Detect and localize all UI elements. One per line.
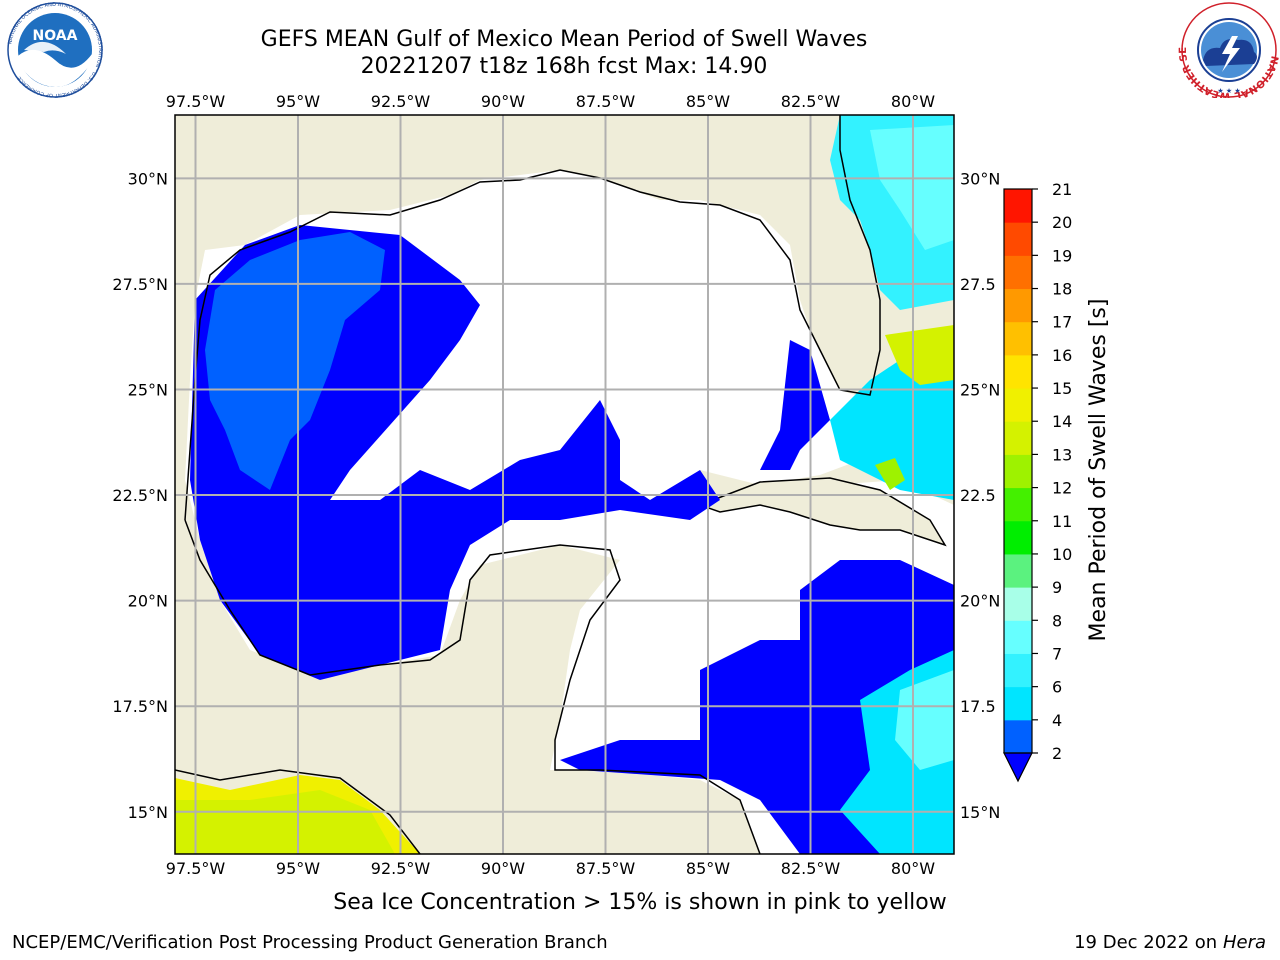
lon-tick-label: 80°W: [891, 92, 935, 111]
colorbar-segment: [1004, 321, 1032, 356]
colorbar-tick-label: 2: [1052, 744, 1062, 763]
colorbar-tick-label: 12: [1052, 479, 1072, 498]
swell-field-pacific-green: [175, 790, 395, 854]
footer-host: Hera: [1222, 932, 1266, 953]
colorbar-tick-label: 13: [1052, 445, 1072, 464]
footer-credit: NCEP/EMC/Verification Post Processing Pr…: [12, 932, 608, 953]
colorbar-tick-label: 4: [1052, 711, 1062, 730]
lat-ticks-left: 30°N 27.5°N 25°N 22.5°N 20°N 17.5°N 15°N: [112, 169, 168, 821]
colorbar-segment: [1004, 454, 1032, 489]
lon-tick-label: 95°W: [276, 859, 320, 878]
lon-tick-label: 85°W: [686, 859, 730, 878]
swell-field-yellow-strait: [885, 325, 954, 385]
lon-tick-label: 87.5°W: [576, 92, 636, 111]
colorbar-segment: [1004, 388, 1032, 422]
colorbar-tick-label: 16: [1052, 346, 1072, 365]
lat-tick-label: 30°N: [128, 169, 168, 188]
colorbar-tick-label: 9: [1052, 578, 1062, 597]
lat-tick-label: 17.5°N: [112, 697, 168, 716]
coastline-mexico: [184, 519, 761, 854]
swell-field-green-patch: [875, 458, 905, 490]
colorbar-segment: [1004, 553, 1032, 588]
colorbar-tick-label: 19: [1052, 246, 1072, 265]
nws-logo: NATIONAL WEATHER SERVICE ★ ★ ★: [1178, 2, 1280, 98]
colorbar-segment: [1004, 686, 1032, 721]
colorbar-tick-label: 11: [1052, 512, 1072, 531]
gridlines: [175, 115, 954, 854]
colorbar-tick-label: 18: [1052, 280, 1072, 299]
lon-tick-label: 90°W: [481, 92, 525, 111]
colorbar-segment: [1004, 653, 1032, 688]
swell-field-keys: [830, 360, 954, 500]
colorbar-segment: [1004, 288, 1032, 323]
lat-tick-label: 17.5: [960, 697, 996, 716]
colorbar-tick-label: 15: [1052, 379, 1072, 398]
swell-field-under-florida: [760, 340, 830, 470]
lat-tick-label: 15°N: [960, 803, 1000, 822]
noaa-logo: NATIONAL OCEANIC AND ATMOSPHERIC ADMINIS…: [7, 2, 103, 98]
colorbar-segment: [1004, 189, 1032, 223]
lat-tick-label: 15°N: [128, 803, 168, 822]
lon-tick-label: 92.5°W: [371, 92, 431, 111]
lon-tick-label: 80°W: [891, 859, 935, 878]
colorbar: 2 4 6 7 8 9 10 11 12 13 14 15 16 17 18 19 20 21: [1003, 180, 1072, 783]
colorbar-segment: [1004, 719, 1032, 754]
noaa-logo-text: NOAA: [33, 28, 78, 44]
colorbar-segment: [1004, 487, 1032, 522]
lat-tick-label: 27.5: [960, 275, 996, 294]
colorbar-tick-label: 20: [1052, 213, 1072, 232]
colorbar-tick-label: 8: [1052, 611, 1062, 630]
lon-tick-label: 90°W: [481, 859, 525, 878]
lat-tick-label: 25°N: [960, 380, 1000, 399]
colorbar-segment: [1004, 620, 1032, 654]
swell-field-caribbean-light: [895, 670, 954, 770]
lat-tick-label: 25°N: [128, 380, 168, 399]
lat-ticks-right: 30°N 27.5 25°N 22.5 20°N 17.5 15°N: [960, 169, 1000, 821]
swell-field-2-4: [205, 232, 385, 490]
footer-date-text: 19 Dec 2022 on: [1074, 932, 1218, 953]
lon-tick-label: 82.5°W: [781, 859, 841, 878]
lat-tick-label: 30°N: [960, 169, 1000, 188]
colorbar-frame: [1003, 188, 1033, 754]
lon-tick-label: 97.5°W: [166, 92, 226, 111]
map-frame: [174, 114, 955, 855]
lat-tick-label: 22.5: [960, 486, 996, 505]
lon-ticks-bottom: 97.5°W 95°W 92.5°W 90°W 87.5°W 85°W 82.5°W 80°W: [166, 859, 935, 878]
colorbar-tick-label: 10: [1052, 545, 1072, 564]
colorbar-tick-label: 17: [1052, 313, 1072, 332]
colorbar-segment: [1004, 520, 1032, 555]
footer-date: 19 Dec 2022 on Hera: [1074, 932, 1266, 953]
colorbar-segment: [1004, 421, 1032, 455]
lon-tick-label: 82.5°W: [781, 92, 841, 111]
colorbar-segment: [1004, 354, 1032, 389]
lat-tick-label: 27.5°N: [112, 275, 168, 294]
lat-tick-label: 22.5°N: [112, 486, 168, 505]
colorbar-segment: [1004, 222, 1032, 256]
colorbar-tick-label: 21: [1052, 180, 1072, 199]
colorbar-under-arrow: [1003, 752, 1033, 783]
colorbar-segment: [1004, 587, 1032, 621]
coastline: [184, 115, 881, 521]
lat-tick-label: 20°N: [960, 592, 1000, 611]
lon-tick-label: 97.5°W: [166, 859, 226, 878]
colorbar-tick-label: 14: [1052, 412, 1072, 431]
nws-stars: ★ ★ ★: [1217, 87, 1240, 95]
colorbar-label: Mean Period of Swell Waves [s]: [1086, 299, 1111, 642]
lon-ticks-top: 97.5°W 95°W 92.5°W 90°W 87.5°W 85°W 82.5°W 80°W: [166, 92, 935, 111]
lat-tick-label: 20°N: [128, 592, 168, 611]
colorbar-segment: [1004, 255, 1032, 290]
coastline-central-america: [175, 769, 421, 854]
chart-subtitle: 20221207 t18z 168h fcst Max: 14.90: [360, 54, 768, 79]
colorbar-tick-label: 7: [1052, 644, 1062, 663]
colorbar-tick-label: 6: [1052, 678, 1062, 697]
lon-tick-label: 92.5°W: [371, 859, 431, 878]
lon-tick-label: 87.5°W: [576, 859, 636, 878]
map-panel: [175, 115, 954, 854]
lon-tick-label: 95°W: [276, 92, 320, 111]
sea-ice-note: Sea Ice Concentration > 15% is shown in …: [333, 890, 947, 915]
lon-tick-label: 85°W: [686, 92, 730, 111]
chart-title: GEFS MEAN Gulf of Mexico Mean Period of …: [260, 27, 868, 52]
